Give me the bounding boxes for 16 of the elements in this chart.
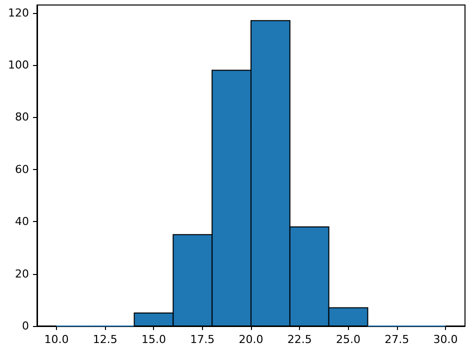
- x-tick-label: 15.0: [141, 333, 166, 346]
- y-tick-label: 100: [8, 58, 29, 72]
- x-tick-label: 25.0: [336, 333, 361, 346]
- x-tick-label: 22.5: [287, 333, 312, 346]
- y-tick-label: 120: [8, 6, 29, 20]
- y-tick-label: 80: [15, 110, 29, 124]
- y-tick-label: 60: [15, 162, 29, 176]
- x-tick-label: 12.5: [92, 333, 118, 346]
- x-tick-label: 27.5: [384, 333, 410, 346]
- x-tick-label: 30.0: [433, 333, 458, 346]
- y-tick-label: 20: [15, 267, 29, 280]
- y-tick-label: 40: [15, 215, 29, 228]
- x-tick-label: 10.0: [44, 333, 69, 346]
- y-tick-label: 0: [22, 320, 29, 332]
- x-tick-label: 20.0: [238, 333, 264, 346]
- x-tick-label: 17.5: [190, 333, 215, 346]
